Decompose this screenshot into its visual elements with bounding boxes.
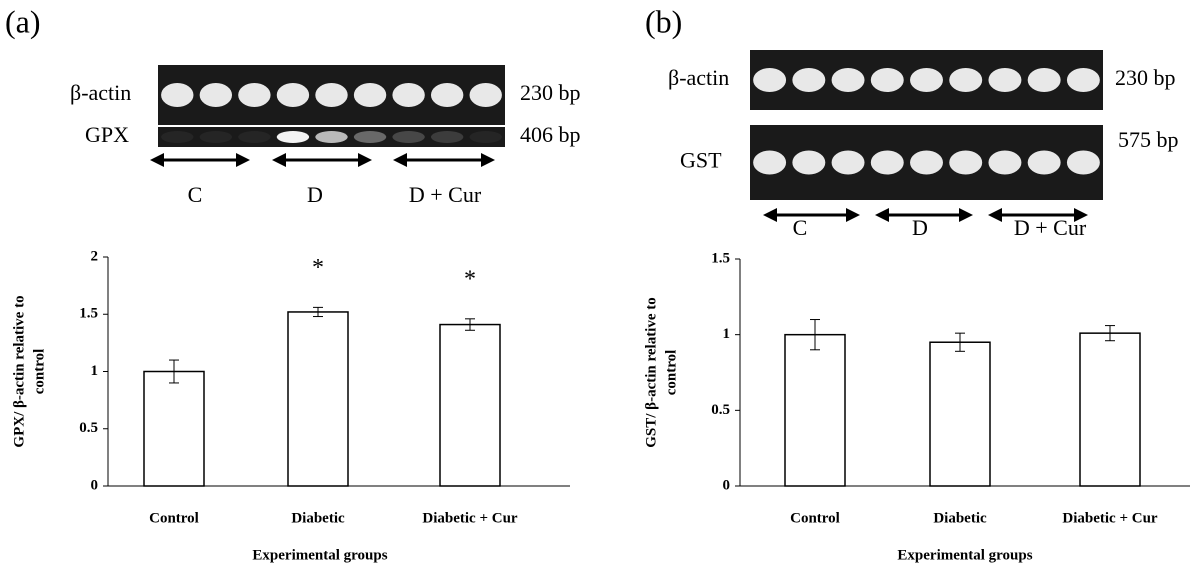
group-label: C bbox=[793, 215, 808, 240]
x-axis-label: Experimental groups bbox=[897, 547, 1032, 563]
gel-band bbox=[910, 150, 943, 175]
gel-band bbox=[988, 68, 1022, 92]
y-tick-label: 1.5 bbox=[79, 306, 98, 322]
significance-mark: * bbox=[312, 255, 324, 281]
gel-band bbox=[392, 131, 425, 143]
arrow-head bbox=[988, 208, 1002, 222]
gel-band bbox=[1027, 150, 1061, 175]
gel-band bbox=[161, 83, 194, 107]
significance-mark: * bbox=[464, 266, 476, 292]
arrow-head bbox=[875, 208, 889, 222]
group-label: D + Cur bbox=[1014, 215, 1087, 240]
band-name: GST bbox=[680, 148, 722, 173]
gel-band bbox=[430, 131, 464, 143]
gel-band bbox=[949, 68, 983, 92]
y-tick-label: 2 bbox=[91, 248, 99, 264]
gel-band bbox=[870, 68, 904, 92]
gel-band bbox=[831, 150, 865, 175]
bar bbox=[929, 341, 991, 487]
arrow-head bbox=[393, 153, 407, 167]
gel-band bbox=[276, 83, 310, 107]
bar bbox=[784, 333, 846, 487]
y-axis-label: control bbox=[663, 350, 679, 396]
band-name: β-actin bbox=[668, 65, 729, 90]
x-tick-label: Diabetic + Cur bbox=[422, 510, 518, 526]
gel-band bbox=[238, 83, 271, 107]
band-size: 406 bp bbox=[520, 122, 581, 147]
x-tick-label: Control bbox=[790, 510, 840, 526]
gel-band bbox=[469, 131, 502, 143]
gel-band bbox=[315, 131, 348, 143]
gel-band bbox=[315, 83, 348, 107]
gel-band bbox=[238, 131, 271, 143]
arrow-head bbox=[763, 208, 777, 222]
gel-band bbox=[1066, 68, 1100, 92]
y-axis-label: GST/ β-actin relative to bbox=[643, 297, 659, 448]
gel-band bbox=[199, 131, 233, 143]
gel-band bbox=[469, 83, 502, 107]
arrow-head bbox=[481, 153, 495, 167]
y-tick-label: 0.5 bbox=[79, 420, 98, 436]
y-tick-label: 0 bbox=[91, 477, 99, 493]
arrow-head bbox=[959, 208, 973, 222]
bar bbox=[439, 323, 501, 487]
arrow-head bbox=[236, 153, 250, 167]
band-size: 575 bp bbox=[1118, 127, 1179, 152]
group-label: D + Cur bbox=[409, 182, 482, 207]
arrow-head bbox=[150, 153, 164, 167]
arrow-head bbox=[358, 153, 372, 167]
gel-band bbox=[1027, 68, 1061, 92]
gel-band bbox=[831, 68, 865, 92]
gel-band bbox=[949, 150, 983, 175]
arrow-head bbox=[846, 208, 860, 222]
gel-band bbox=[792, 150, 826, 175]
panel-label: (b) bbox=[645, 3, 682, 39]
gel-band bbox=[276, 131, 310, 143]
gel-band bbox=[161, 131, 194, 143]
bar bbox=[287, 311, 349, 487]
gel-band bbox=[988, 150, 1022, 175]
x-tick-label: Diabetic + Cur bbox=[1062, 510, 1158, 526]
gel-band bbox=[753, 150, 787, 175]
gel-band bbox=[392, 83, 425, 107]
gel-band bbox=[870, 150, 904, 175]
y-tick-label: 1 bbox=[723, 326, 731, 342]
x-tick-label: Diabetic bbox=[291, 510, 345, 526]
band-name: β-actin bbox=[70, 80, 131, 105]
arrow-head bbox=[1074, 208, 1088, 222]
gel-band bbox=[353, 131, 387, 143]
band-name: GPX bbox=[85, 122, 129, 147]
gel-band bbox=[753, 68, 787, 92]
arrow-head bbox=[272, 153, 286, 167]
gel-band bbox=[792, 68, 826, 92]
group-label: C bbox=[188, 182, 203, 207]
y-tick-label: 1.5 bbox=[711, 250, 730, 266]
x-tick-label: Control bbox=[149, 510, 199, 526]
bar bbox=[143, 370, 205, 487]
x-axis-label: Experimental groups bbox=[252, 547, 387, 563]
band-size: 230 bp bbox=[1115, 65, 1176, 90]
group-label: D bbox=[912, 215, 928, 240]
y-tick-label: 1 bbox=[91, 363, 99, 379]
group-label: D bbox=[307, 182, 323, 207]
gel-band bbox=[199, 83, 233, 107]
y-axis-label: GPX/ β-actin relative to bbox=[11, 295, 27, 447]
band-size: 230 bp bbox=[520, 80, 581, 105]
gel-band bbox=[1066, 150, 1100, 175]
bar bbox=[1079, 332, 1141, 487]
gel-band bbox=[430, 83, 464, 107]
panel-label: (a) bbox=[5, 3, 41, 39]
y-tick-label: 0.5 bbox=[711, 402, 730, 418]
gel-band bbox=[910, 68, 943, 92]
y-tick-label: 0 bbox=[723, 477, 731, 493]
x-tick-label: Diabetic bbox=[933, 510, 987, 526]
y-axis-label: control bbox=[31, 349, 47, 395]
gel-band bbox=[353, 83, 387, 107]
